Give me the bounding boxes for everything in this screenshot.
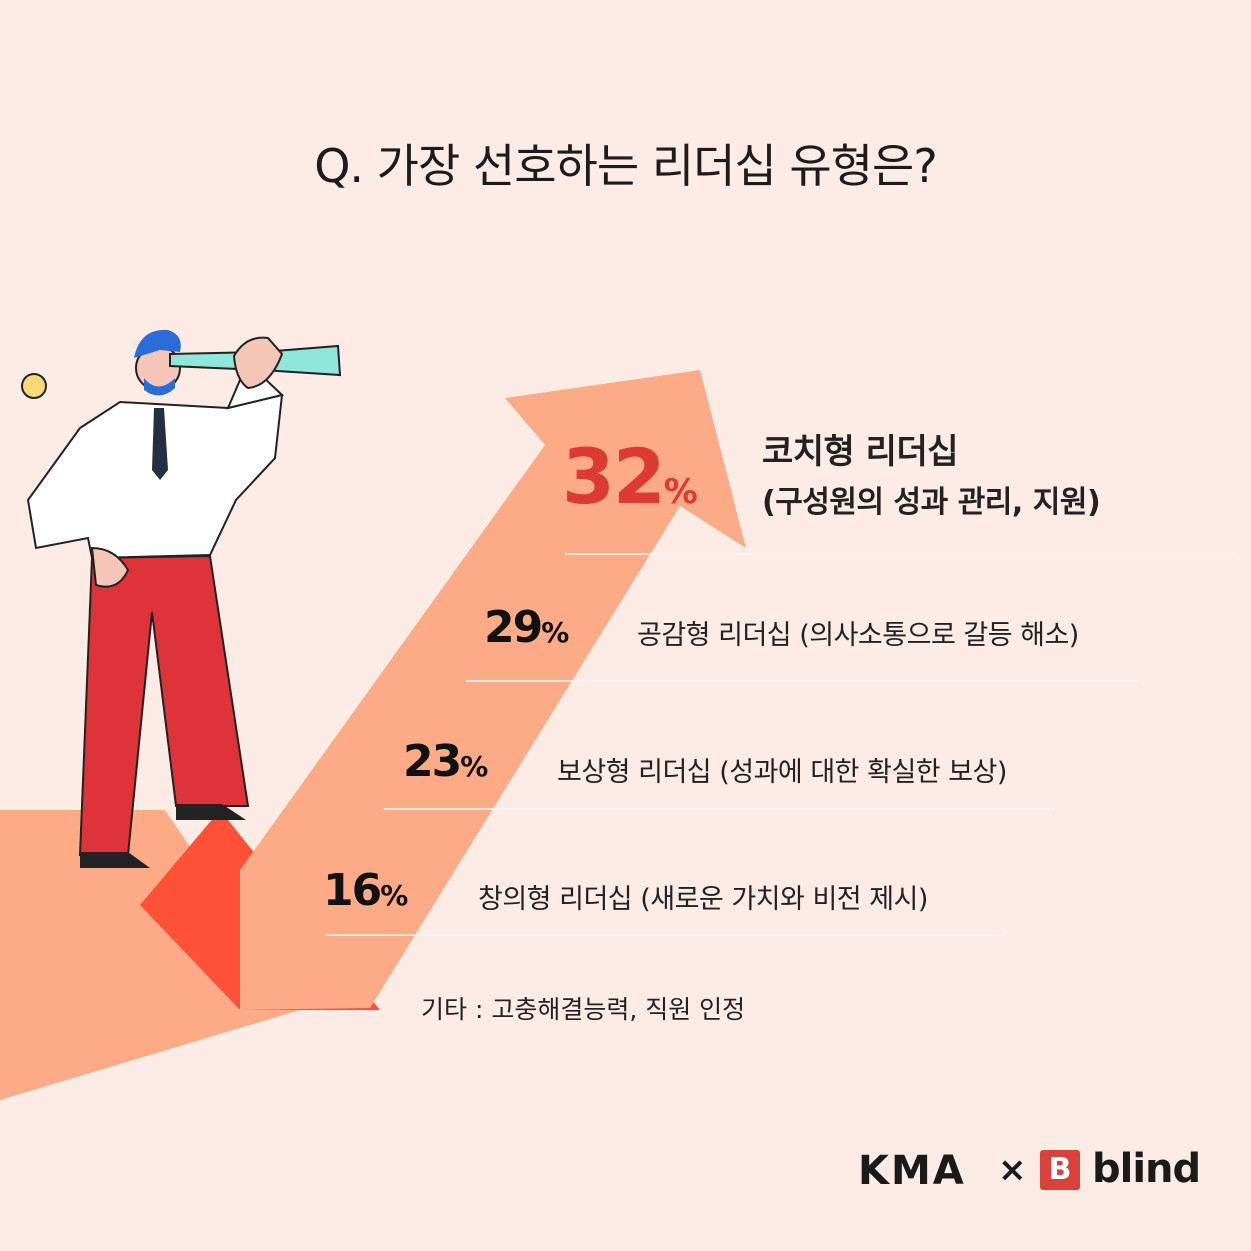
value-label: 29% [484, 602, 569, 653]
other-note: 기타 : 고충해결능력, 직원 인정 [421, 995, 746, 1024]
category-title: 코치형 리더십 [762, 432, 959, 472]
value-label: 23% [403, 736, 488, 787]
value-number: 23 [403, 736, 462, 787]
category-detail: (구성원의 성과 관리, 지원) [762, 485, 1101, 521]
percent-sign: % [541, 616, 569, 649]
kma-logo: KMA [858, 1148, 966, 1194]
arrow-back-band [0, 810, 300, 1100]
times-sign: × [998, 1150, 1027, 1190]
value-label: 16% [323, 865, 408, 916]
right-shoe [176, 804, 246, 820]
category-label: 보상형 리더십 (성과에 대한 확실한 보상) [557, 757, 1007, 788]
value-number: 32 [562, 432, 666, 521]
category-label: 공감형 리더십 (의사소통으로 갈등 해소) [637, 620, 1079, 651]
hip-hand [90, 546, 130, 588]
divider-rules [325, 553, 1235, 936]
value-number: 16 [323, 865, 382, 916]
category-label: 코치형 리더십 (구성원의 성과 관리, 지원) [762, 425, 1222, 527]
value-label: 32% [562, 432, 698, 521]
percent-sign: % [460, 750, 488, 783]
person-hair [134, 329, 181, 358]
page-title: Q. 가장 선호하는 리더십 유형은? [314, 139, 938, 193]
blind-icon-letter: B [1048, 1152, 1072, 1187]
blind-icon: B [1040, 1150, 1080, 1190]
rising-arrow [240, 370, 746, 1010]
category-label: 창의형 리더십 (새로운 가치와 비전 제시) [478, 884, 928, 915]
scope-hand [232, 336, 284, 390]
percent-sign: % [663, 472, 698, 512]
percent-sign: % [380, 879, 408, 912]
value-number: 29 [484, 602, 543, 653]
blind-logo: blind [1092, 1146, 1201, 1192]
person-beard [144, 378, 175, 396]
left-shoe [80, 852, 150, 868]
person-tie [152, 408, 168, 480]
sun-dot [21, 373, 47, 399]
